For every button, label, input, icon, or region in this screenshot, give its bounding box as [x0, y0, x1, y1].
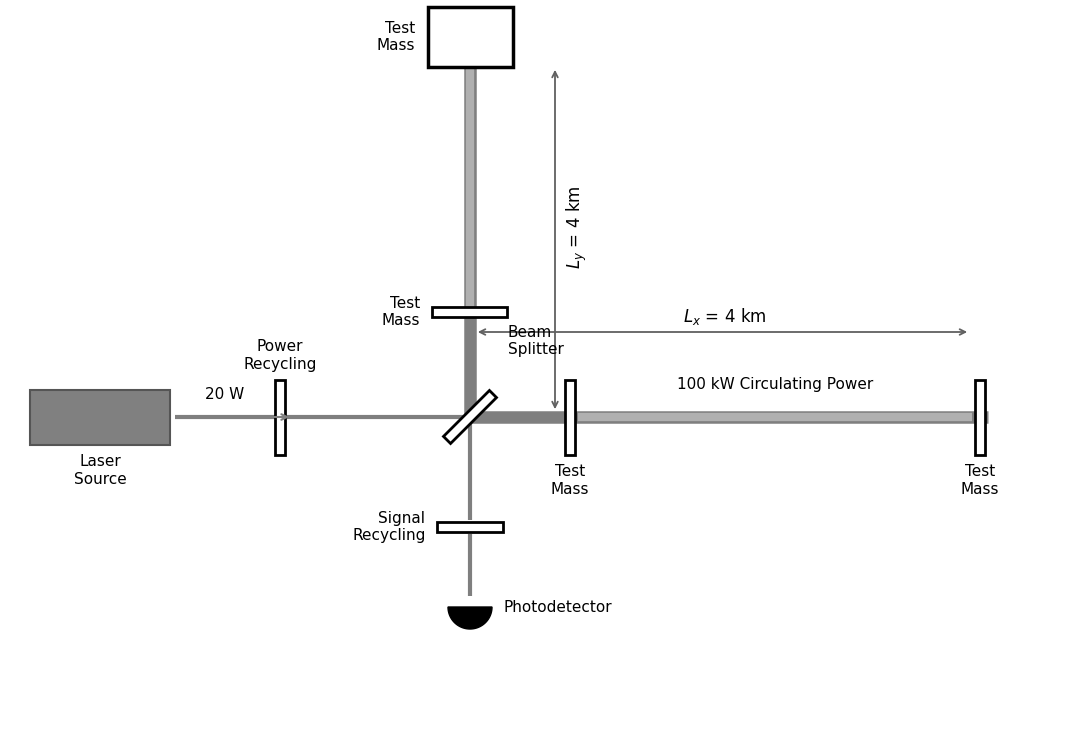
Bar — [975, 380, 986, 455]
Text: Photodetector: Photodetector — [504, 599, 613, 615]
Text: Signal
Recycling: Signal Recycling — [352, 511, 426, 543]
Bar — [275, 380, 285, 455]
Polygon shape — [443, 391, 496, 444]
Polygon shape — [448, 607, 492, 629]
Text: Laser
Source: Laser Source — [74, 455, 127, 487]
Text: $L_x$ = 4 km: $L_x$ = 4 km — [683, 306, 767, 327]
Text: 100 kW Circulating Power: 100 kW Circulating Power — [677, 377, 873, 392]
Text: Test
Mass: Test Mass — [377, 21, 416, 53]
Text: Test
Mass: Test Mass — [551, 464, 589, 497]
Bar — [432, 307, 508, 317]
Text: 20 W: 20 W — [206, 387, 245, 402]
Bar — [30, 389, 170, 444]
Text: Beam
Splitter: Beam Splitter — [508, 324, 564, 357]
Text: $L_y$ = 4 km: $L_y$ = 4 km — [565, 185, 589, 269]
Bar — [565, 380, 575, 455]
Text: Test
Mass: Test Mass — [961, 464, 1000, 497]
Bar — [438, 522, 503, 532]
Text: Test
Mass: Test Mass — [382, 296, 420, 328]
Text: Power
Recycling: Power Recycling — [244, 339, 316, 371]
Bar — [428, 7, 512, 67]
